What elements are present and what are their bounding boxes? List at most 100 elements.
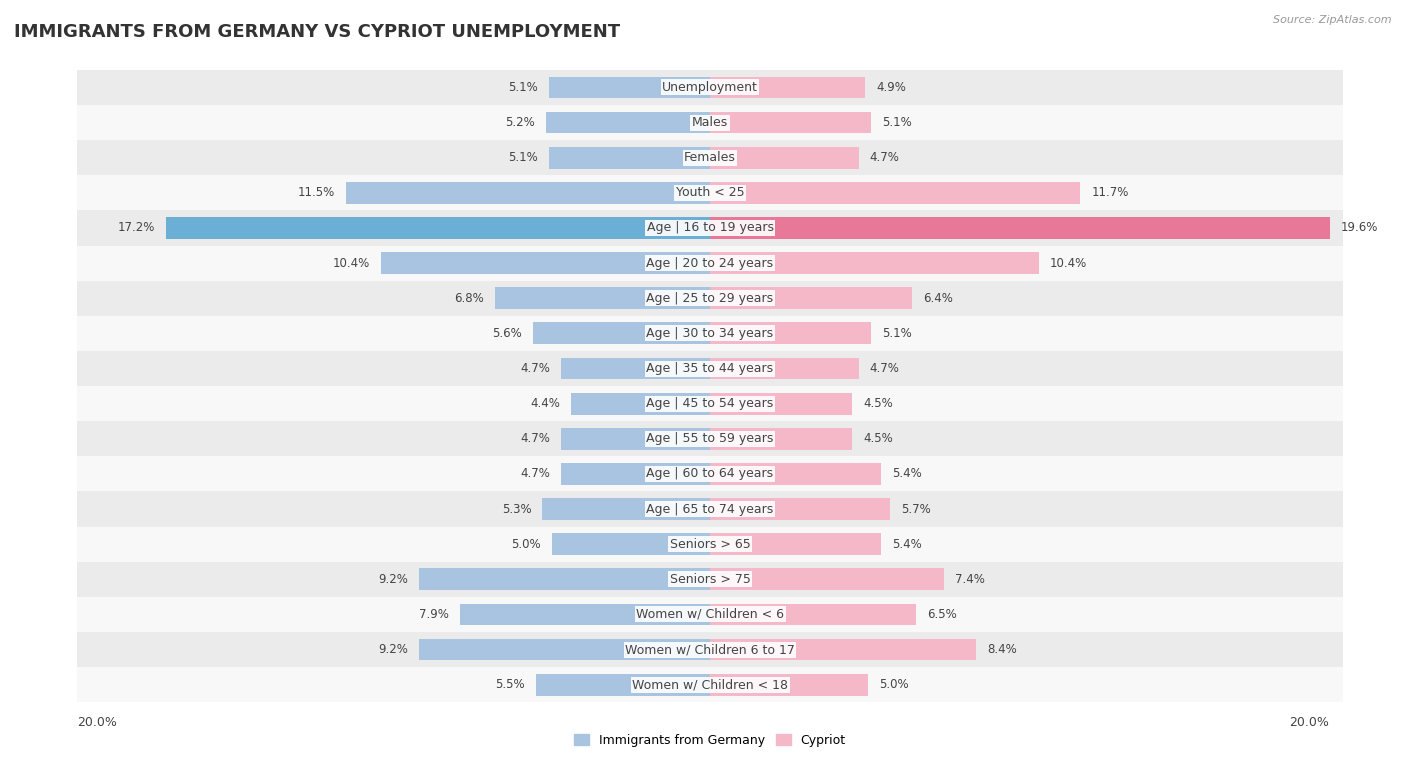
Bar bbox=[533, 322, 710, 344]
Text: Women w/ Children 6 to 17: Women w/ Children 6 to 17 bbox=[626, 643, 794, 656]
Text: 11.7%: 11.7% bbox=[1091, 186, 1129, 199]
Bar bbox=[546, 112, 710, 133]
Text: 9.2%: 9.2% bbox=[378, 573, 408, 586]
Text: Seniors > 65: Seniors > 65 bbox=[669, 537, 751, 550]
Text: Age | 65 to 74 years: Age | 65 to 74 years bbox=[647, 503, 773, 516]
Bar bbox=[710, 217, 1330, 239]
Text: 20.0%: 20.0% bbox=[1289, 716, 1329, 730]
Text: Age | 35 to 44 years: Age | 35 to 44 years bbox=[647, 362, 773, 375]
Text: 5.0%: 5.0% bbox=[879, 678, 908, 691]
Bar bbox=[710, 393, 852, 415]
Bar bbox=[710, 322, 872, 344]
Text: 20.0%: 20.0% bbox=[77, 716, 117, 730]
Bar bbox=[460, 603, 710, 625]
Bar bbox=[77, 351, 1343, 386]
Bar bbox=[77, 105, 1343, 140]
Bar bbox=[77, 176, 1343, 210]
Bar bbox=[346, 182, 710, 204]
Bar bbox=[710, 533, 882, 555]
Bar bbox=[77, 210, 1343, 245]
Text: Age | 60 to 64 years: Age | 60 to 64 years bbox=[647, 467, 773, 481]
Text: 5.1%: 5.1% bbox=[883, 327, 912, 340]
Text: Seniors > 75: Seniors > 75 bbox=[669, 573, 751, 586]
Bar bbox=[710, 639, 976, 660]
Bar bbox=[77, 70, 1343, 105]
Bar bbox=[77, 386, 1343, 421]
Legend: Immigrants from Germany, Cypriot: Immigrants from Germany, Cypriot bbox=[569, 729, 851, 752]
Bar bbox=[710, 182, 1080, 204]
Text: 5.7%: 5.7% bbox=[901, 503, 931, 516]
Bar bbox=[77, 527, 1343, 562]
Text: 5.0%: 5.0% bbox=[512, 537, 541, 550]
Text: Age | 55 to 59 years: Age | 55 to 59 years bbox=[647, 432, 773, 445]
Bar bbox=[710, 288, 912, 309]
Bar bbox=[710, 357, 859, 379]
Bar bbox=[77, 667, 1343, 702]
Text: Source: ZipAtlas.com: Source: ZipAtlas.com bbox=[1274, 15, 1392, 25]
Text: 4.5%: 4.5% bbox=[863, 432, 893, 445]
Text: 4.7%: 4.7% bbox=[870, 151, 900, 164]
Bar bbox=[548, 147, 710, 169]
Text: 4.7%: 4.7% bbox=[520, 467, 550, 481]
Bar bbox=[495, 288, 710, 309]
Bar bbox=[548, 76, 710, 98]
Text: Age | 25 to 29 years: Age | 25 to 29 years bbox=[647, 291, 773, 305]
Bar bbox=[710, 147, 859, 169]
Text: 19.6%: 19.6% bbox=[1341, 222, 1378, 235]
Text: 10.4%: 10.4% bbox=[1050, 257, 1087, 269]
Text: 5.1%: 5.1% bbox=[883, 116, 912, 129]
Bar bbox=[710, 76, 865, 98]
Text: 4.7%: 4.7% bbox=[520, 432, 550, 445]
Text: 5.4%: 5.4% bbox=[891, 467, 922, 481]
Text: 5.1%: 5.1% bbox=[508, 81, 537, 94]
Bar bbox=[77, 562, 1343, 597]
Text: Age | 16 to 19 years: Age | 16 to 19 years bbox=[647, 222, 773, 235]
Text: 5.6%: 5.6% bbox=[492, 327, 522, 340]
Bar bbox=[77, 456, 1343, 491]
Text: 4.5%: 4.5% bbox=[863, 397, 893, 410]
Bar bbox=[77, 316, 1343, 351]
Bar bbox=[551, 533, 710, 555]
Bar bbox=[77, 491, 1343, 527]
Text: 4.7%: 4.7% bbox=[870, 362, 900, 375]
Bar bbox=[710, 428, 852, 450]
Bar bbox=[710, 252, 1039, 274]
Text: 11.5%: 11.5% bbox=[298, 186, 335, 199]
Text: 4.9%: 4.9% bbox=[876, 81, 905, 94]
Text: 6.8%: 6.8% bbox=[454, 291, 484, 305]
Bar bbox=[536, 674, 710, 696]
Text: 4.7%: 4.7% bbox=[520, 362, 550, 375]
Text: 7.4%: 7.4% bbox=[955, 573, 986, 586]
Bar bbox=[710, 498, 890, 520]
Text: 6.5%: 6.5% bbox=[927, 608, 956, 621]
Text: 4.4%: 4.4% bbox=[530, 397, 560, 410]
Bar bbox=[77, 632, 1343, 667]
Bar bbox=[710, 603, 915, 625]
Bar bbox=[77, 245, 1343, 281]
Bar bbox=[571, 393, 710, 415]
Text: Males: Males bbox=[692, 116, 728, 129]
Text: 5.5%: 5.5% bbox=[495, 678, 524, 691]
Bar bbox=[77, 421, 1343, 456]
Text: 17.2%: 17.2% bbox=[118, 222, 155, 235]
Bar bbox=[77, 281, 1343, 316]
Bar bbox=[419, 569, 710, 590]
Text: 10.4%: 10.4% bbox=[333, 257, 370, 269]
Text: Unemployment: Unemployment bbox=[662, 81, 758, 94]
Bar bbox=[710, 463, 882, 484]
Text: 6.4%: 6.4% bbox=[924, 291, 953, 305]
Bar bbox=[77, 140, 1343, 176]
Bar bbox=[77, 597, 1343, 632]
Text: IMMIGRANTS FROM GERMANY VS CYPRIOT UNEMPLOYMENT: IMMIGRANTS FROM GERMANY VS CYPRIOT UNEMP… bbox=[14, 23, 620, 41]
Text: 9.2%: 9.2% bbox=[378, 643, 408, 656]
Bar bbox=[710, 674, 869, 696]
Bar bbox=[419, 639, 710, 660]
Bar bbox=[561, 428, 710, 450]
Bar bbox=[561, 357, 710, 379]
Text: Women w/ Children < 6: Women w/ Children < 6 bbox=[636, 608, 785, 621]
Text: Age | 20 to 24 years: Age | 20 to 24 years bbox=[647, 257, 773, 269]
Text: 5.3%: 5.3% bbox=[502, 503, 531, 516]
Bar bbox=[710, 112, 872, 133]
Bar bbox=[710, 569, 945, 590]
Text: 5.2%: 5.2% bbox=[505, 116, 534, 129]
